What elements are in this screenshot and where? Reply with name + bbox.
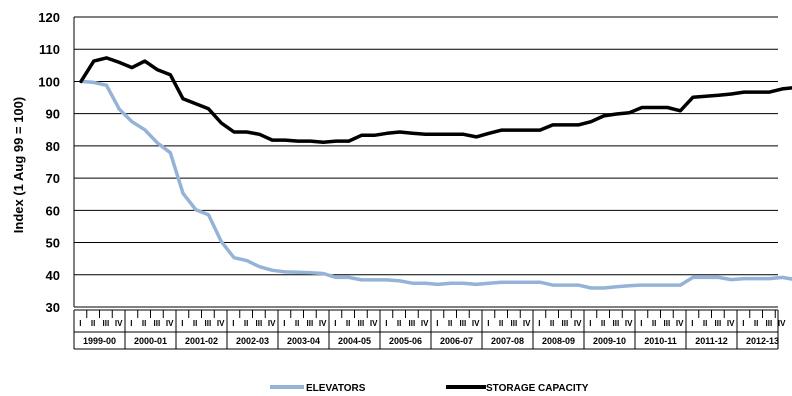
quarter-label: III [613,319,620,328]
y-tick-label: 80 [46,139,60,154]
x-category-label: 2004-05 [338,336,371,346]
y-axis-tick-labels: 30 40 50 60 70 80 90 100 110 120 [38,10,60,315]
quarter-label: I [742,319,744,328]
y-tick-label: 100 [38,74,60,89]
quarter-label: III [715,319,722,328]
quarter-label: IV [166,319,174,328]
quarter-label: IV [319,319,327,328]
quarter-label: II [499,319,503,328]
x-category-label: 2002-03 [236,336,269,346]
quarter-label: II [346,319,350,328]
quarter-label: II [142,319,146,328]
quarter-label: I [640,319,642,328]
quarter-label: IV [217,319,225,328]
quarter-label: II [652,319,656,328]
quarter-label: IV [472,319,480,328]
quarter-label: I [436,319,438,328]
quarter-label: IV [268,319,276,328]
quarter-label: I [79,319,81,328]
quarter-label: II [295,319,299,328]
x-category-label: 2012-13 [746,336,779,346]
quarter-label: II [91,319,95,328]
y-tick-label: 110 [39,42,60,57]
x-category-label: 2001-02 [185,336,218,346]
series-lines [79,56,792,290]
quarter-label: IV [727,319,735,328]
x-category-label: 2005-06 [389,336,422,346]
x-category-label: 2009-10 [593,336,626,346]
quarter-label: I [487,319,489,328]
quarter-label: II [754,319,758,328]
legend: ELEVATORS STORAGE CAPACITY [270,383,589,394]
x-category-label: 2007-08 [491,336,524,346]
quarter-label: III [664,319,671,328]
y-tick-label: 40 [46,268,60,283]
quarter-label: III [409,319,416,328]
quarter-label: I [181,319,183,328]
y-tick-label: 90 [46,107,60,122]
series-line-storage-capacity [79,56,792,145]
quarter-label: II [550,319,554,328]
quarter-label: I [130,319,132,328]
x-category-label: 2000-01 [134,336,167,346]
quarter-label: I [589,319,591,328]
quarter-label: III [256,319,263,328]
x-category-label: 1999-00 [83,336,116,346]
quarter-label: III [562,319,569,328]
quarter-label: I [334,319,336,328]
legend-label-elevators: ELEVATORS [306,383,366,394]
quarter-label: II [448,319,452,328]
x-category-label: 2003-04 [287,336,320,346]
quarter-label: I [691,319,693,328]
x-category-label: 2010-11 [644,336,677,346]
quarter-label: III [358,319,365,328]
y-tick-label: 50 [46,236,60,251]
gridlines [73,16,778,308]
quarter-label: IV [115,319,123,328]
quarter-label: III [511,319,518,328]
quarter-label: II [601,319,605,328]
series-line-elevators [79,79,792,290]
quarter-label: IV [625,319,633,328]
quarter-label: IV [421,319,429,328]
quarter-label: III [460,319,467,328]
quarter-label: III [766,319,773,328]
quarter-label: IV [574,319,582,328]
x-category-label: 2011-12 [695,336,728,346]
quarter-label: I [385,319,387,328]
y-tick-label: 120 [38,10,60,25]
quarter-label: III [307,319,314,328]
quarter-label: III [154,319,161,328]
x-category-label: 2006-07 [440,336,473,346]
quarter-label: I [538,319,540,328]
quarter-label: IV [370,319,378,328]
quarter-label: IV [778,319,786,328]
x-category-label: 2008-09 [542,336,575,346]
quarter-label: III [205,319,212,328]
y-tick-label: 30 [46,300,60,315]
y-axis-label: Index (1 Aug 99 = 100) [11,97,26,233]
quarter-label: IV [676,319,684,328]
quarter-label: III [103,319,110,328]
legend-label-storage-capacity: STORAGE CAPACITY [486,383,589,394]
quarter-label: I [283,319,285,328]
quarter-label: II [193,319,197,328]
y-tick-label: 70 [46,171,60,186]
y-tick-label: 60 [46,203,60,218]
quarter-label: II [244,319,248,328]
quarter-label: IV [523,319,531,328]
quarter-label: II [397,319,401,328]
quarter-label: II [703,319,707,328]
quarter-label: I [232,319,234,328]
